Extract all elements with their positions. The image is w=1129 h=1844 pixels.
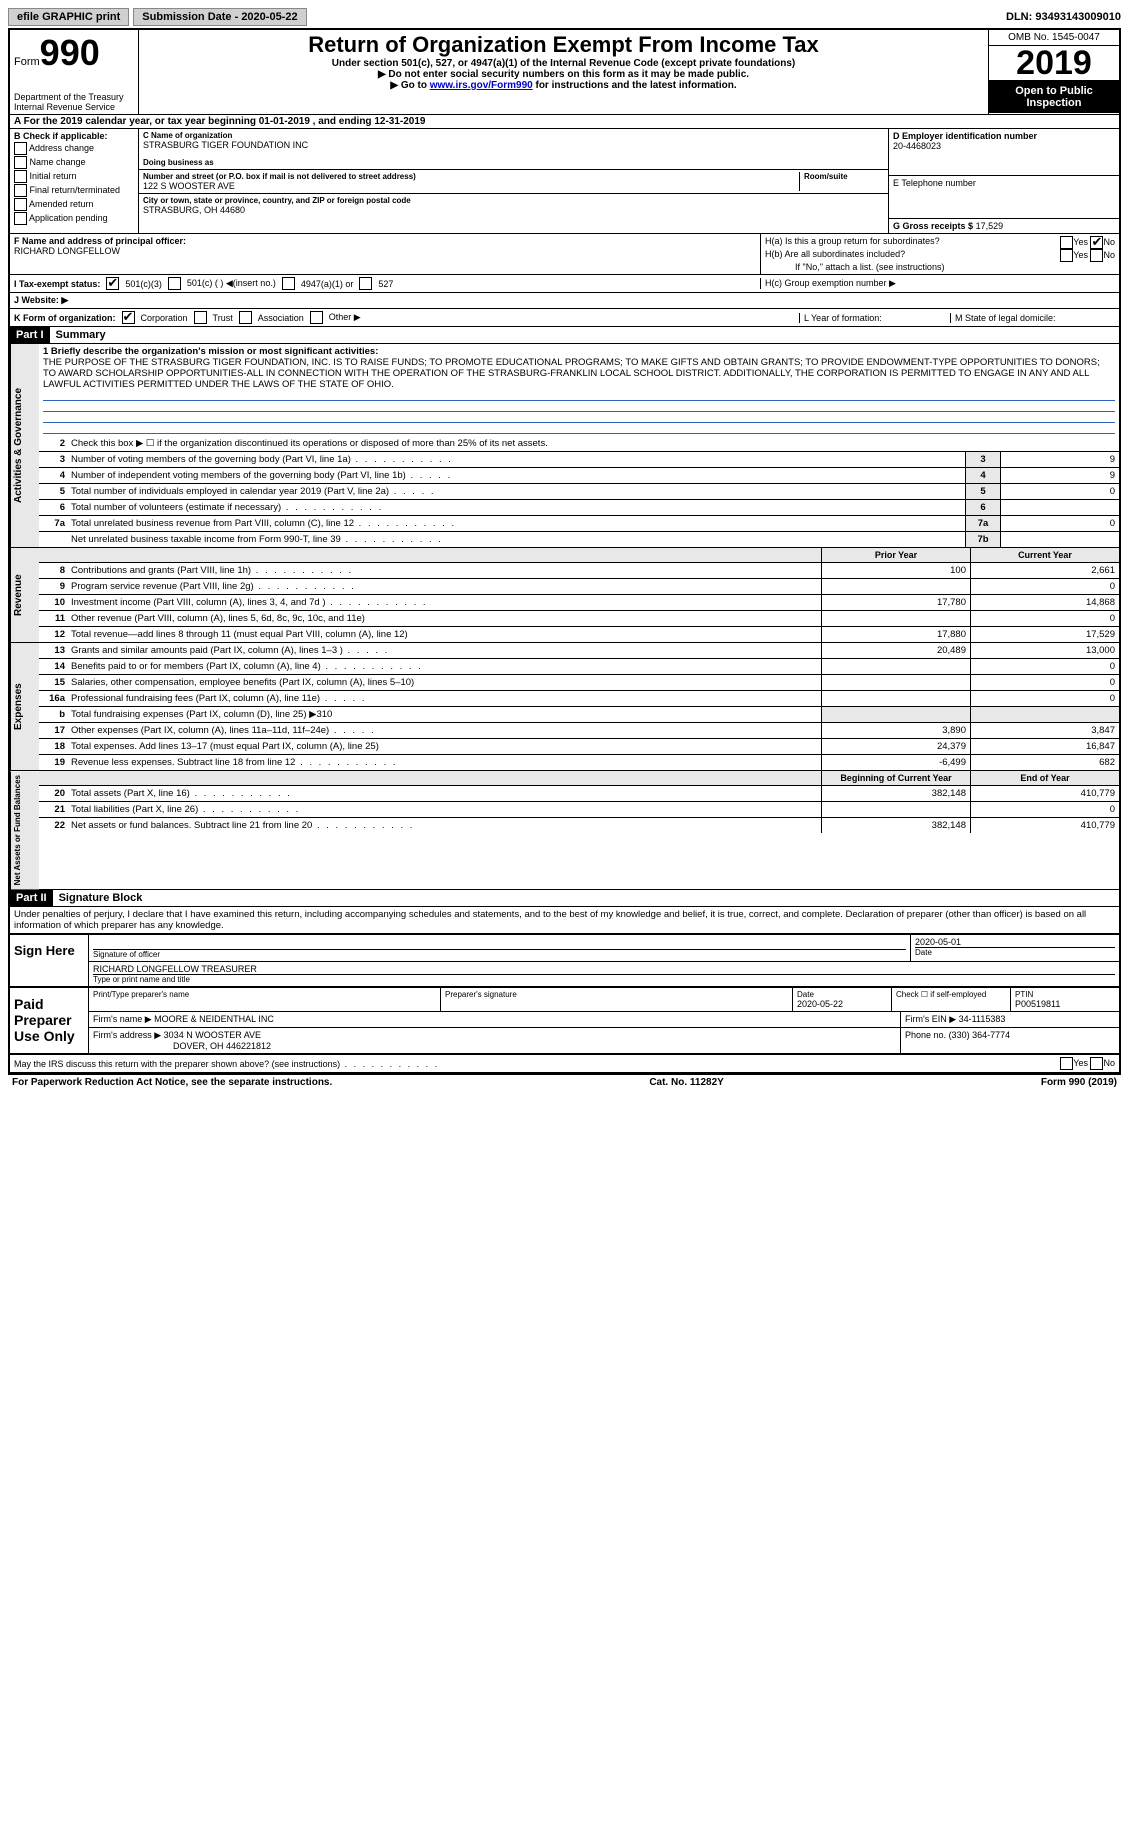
summary-expenses: Expenses 13Grants and similar amounts pa… — [10, 642, 1119, 770]
submission-button[interactable]: Submission Date - 2020-05-22 — [133, 8, 306, 26]
org-name: STRASBURG TIGER FOUNDATION INC — [143, 140, 884, 150]
sign-date: 2020-05-01 — [915, 937, 1115, 947]
firm-addr1: 3034 N WOOSTER AVE — [164, 1030, 261, 1040]
form-word: Form — [14, 56, 40, 68]
form-990: Form 990 Department of the Treasury Inte… — [8, 28, 1121, 1074]
part-1-header: Part I Summary — [10, 326, 1119, 343]
cb-application-pending[interactable]: Application pending — [14, 212, 134, 225]
firm-ein: 34-1115383 — [959, 1014, 1006, 1024]
row-i-tax-status: I Tax-exempt status: 501(c)(3) 501(c) ( … — [10, 274, 1119, 292]
section-bcd: B Check if applicable: Address change Na… — [10, 128, 1119, 233]
val-4: 9 — [1000, 468, 1119, 483]
inspection-badge: Open to Public Inspection — [989, 81, 1119, 113]
row-a-tax-year: A For the 2019 calendar year, or tax yea… — [10, 114, 1119, 128]
note-ssn: ▶ Do not enter social security numbers o… — [145, 69, 982, 80]
ein-value: 20-4468023 — [893, 141, 1115, 151]
dept-text: Department of the Treasury Internal Reve… — [14, 92, 134, 112]
cb-final-return[interactable]: Final return/terminated — [14, 184, 134, 197]
col-d-right: D Employer identification number 20-4468… — [888, 129, 1119, 233]
form-subtitle: Under section 501(c), 527, or 4947(a)(1)… — [145, 58, 982, 69]
val-3: 9 — [1000, 452, 1119, 467]
val-7a: 0 — [1000, 516, 1119, 531]
discuss-row: May the IRS discuss this return with the… — [10, 1053, 1119, 1072]
gross-receipts: 17,529 — [976, 221, 1004, 231]
col-b-checkboxes: B Check if applicable: Address change Na… — [10, 129, 139, 233]
firm-addr2: DOVER, OH 446221812 — [93, 1041, 271, 1051]
mission-text: THE PURPOSE OF THE STRASBURG TIGER FOUND… — [43, 357, 1100, 390]
ptin: P00519811 — [1015, 999, 1115, 1009]
summary-governance: Activities & Governance 1 Briefly descri… — [10, 343, 1119, 547]
cb-amended-return[interactable]: Amended return — [14, 198, 134, 211]
form-header: Form 990 Department of the Treasury Inte… — [10, 30, 1119, 114]
row-fgh: F Name and address of principal officer:… — [10, 233, 1119, 274]
form-number: 990 — [40, 32, 100, 74]
firm-phone: (330) 364-7774 — [949, 1030, 1011, 1040]
officer-name: RICHARD LONGFELLOW — [14, 246, 756, 256]
sign-here-section: Sign Here Signature of officer 2020-05-0… — [10, 933, 1119, 986]
irs-link[interactable]: www.irs.gov/Form990 — [430, 80, 533, 91]
row-k-form-org: K Form of organization: Corporation Trus… — [10, 308, 1119, 326]
cb-address-change[interactable]: Address change — [14, 142, 134, 155]
tax-year: 2019 — [989, 46, 1119, 81]
summary-revenue: Revenue Prior YearCurrent Year 8Contribu… — [10, 547, 1119, 642]
org-street: 122 S WOOSTER AVE — [143, 181, 799, 191]
officer-typed-name: RICHARD LONGFELLOW TREASURER — [93, 964, 1115, 974]
org-city: STRASBURG, OH 44680 — [143, 205, 884, 215]
top-bar: efile GRAPHIC print Submission Date - 20… — [8, 8, 1121, 26]
dln-text: DLN: 93493143009010 — [1006, 11, 1121, 23]
part-2-header: Part II Signature Block — [10, 889, 1119, 906]
col-c-org-info: C Name of organization STRASBURG TIGER F… — [139, 129, 888, 233]
cb-initial-return[interactable]: Initial return — [14, 170, 134, 183]
footer: For Paperwork Reduction Act Notice, see … — [8, 1074, 1121, 1090]
paid-preparer-section: Paid Preparer Use Only Print/Type prepar… — [10, 986, 1119, 1053]
val-5: 0 — [1000, 484, 1119, 499]
note-link: ▶ Go to www.irs.gov/Form990 for instruct… — [145, 80, 982, 91]
row-j-website: J Website: ▶ — [10, 292, 1119, 308]
perjury-declaration: Under penalties of perjury, I declare th… — [10, 906, 1119, 933]
cb-name-change[interactable]: Name change — [14, 156, 134, 169]
form-title: Return of Organization Exempt From Incom… — [145, 32, 982, 58]
firm-name: MOORE & NEIDENTHAL INC — [154, 1014, 274, 1024]
summary-net-assets: Net Assets or Fund Balances Beginning of… — [10, 770, 1119, 889]
efile-button[interactable]: efile GRAPHIC print — [8, 8, 129, 26]
